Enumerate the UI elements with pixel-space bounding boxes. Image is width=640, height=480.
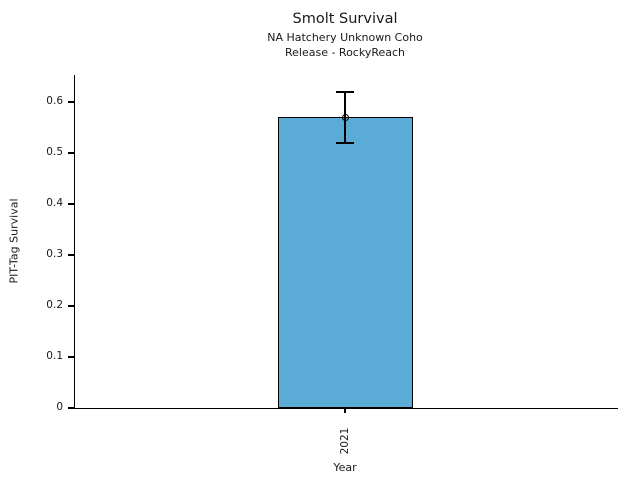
chart-title: Smolt Survival	[292, 11, 398, 27]
y-tick-mark	[68, 101, 74, 103]
y-tick-label: 0.4	[46, 197, 63, 210]
y-tick-label: 0.5	[46, 146, 63, 159]
y-tick-label: 0.3	[46, 248, 63, 260]
y-tick-mark	[68, 407, 74, 409]
data-point-marker	[341, 113, 349, 121]
y-tick-label: 0.6	[46, 95, 63, 108]
y-axis-label: PIT-Tag Survival	[7, 198, 21, 284]
chart-subtitle-line1: NA Hatchery Unknown Coho	[267, 31, 423, 44]
error-bar-cap-top	[336, 91, 354, 93]
y-tick-mark	[68, 305, 74, 307]
x-tick-mark	[344, 408, 346, 413]
y-tick-mark	[68, 254, 74, 256]
bar-2021	[277, 117, 413, 408]
y-tick-label: 0.2	[46, 299, 63, 311]
x-axis-label: Year	[333, 461, 357, 474]
plot-area: 0 0.1 0.2 0.3 0.4 0.5 0.6 2021	[46, 75, 618, 454]
y-tick-label: 0.1	[46, 350, 63, 362]
y-tick-mark	[68, 152, 74, 154]
chart-subtitle-line2: Release - RockyReach	[284, 46, 406, 59]
x-tick-label: 2021	[339, 427, 351, 455]
y-tick-mark	[68, 356, 74, 358]
y-tick-mark	[68, 203, 74, 205]
y-tick-label: 0	[56, 401, 63, 413]
error-bar-cap-bottom	[336, 142, 354, 144]
